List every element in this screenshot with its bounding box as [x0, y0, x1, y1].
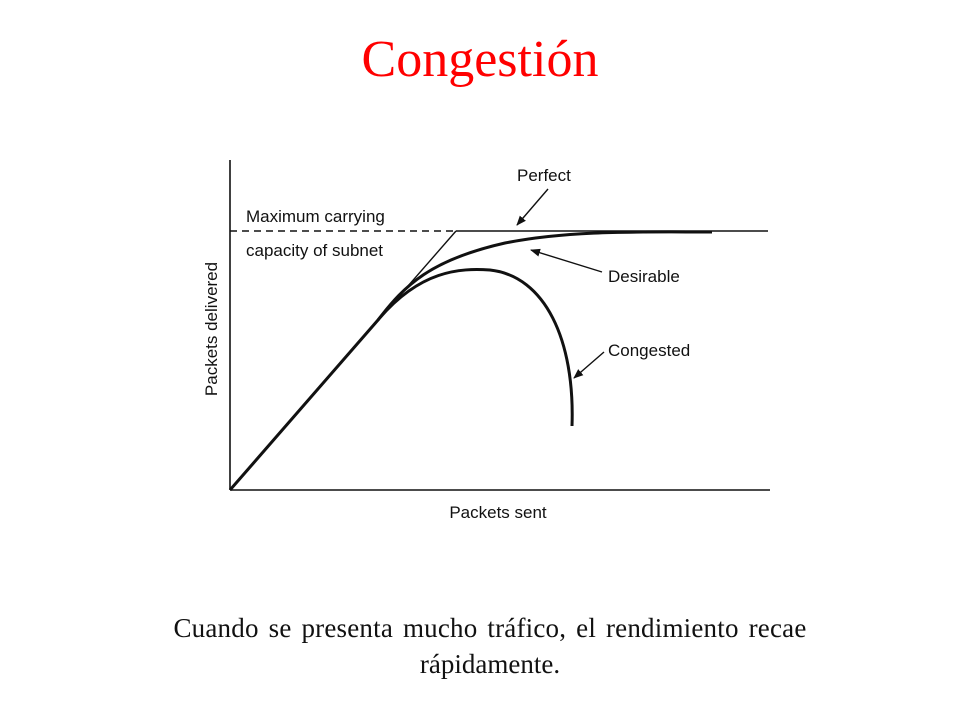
congested-curve [376, 268, 574, 427]
desirable-curve [228, 230, 713, 491]
capacity-label-line2: capacity of subnet [246, 241, 383, 260]
perfect-arrow [516, 188, 549, 226]
desirable-arrow [530, 248, 603, 273]
x-axis-label: Packets sent [449, 503, 547, 522]
y-axis-label: Packets delivered [202, 262, 221, 396]
congested-label: Congested [608, 341, 690, 360]
caption: Cuando se presenta mucho tráfico, el ren… [90, 610, 890, 682]
slide-title: Congestión [361, 31, 599, 88]
caption-line-2: rápidamente. [419, 649, 561, 679]
capacity-label-line1: Maximum carrying [246, 207, 385, 226]
congested-arrow [573, 351, 605, 379]
desirable-label: Desirable [608, 267, 680, 286]
caption-line-1: Cuando se presenta mucho tráfico, el ren… [173, 613, 807, 643]
perfect-label: Perfect [517, 166, 571, 185]
